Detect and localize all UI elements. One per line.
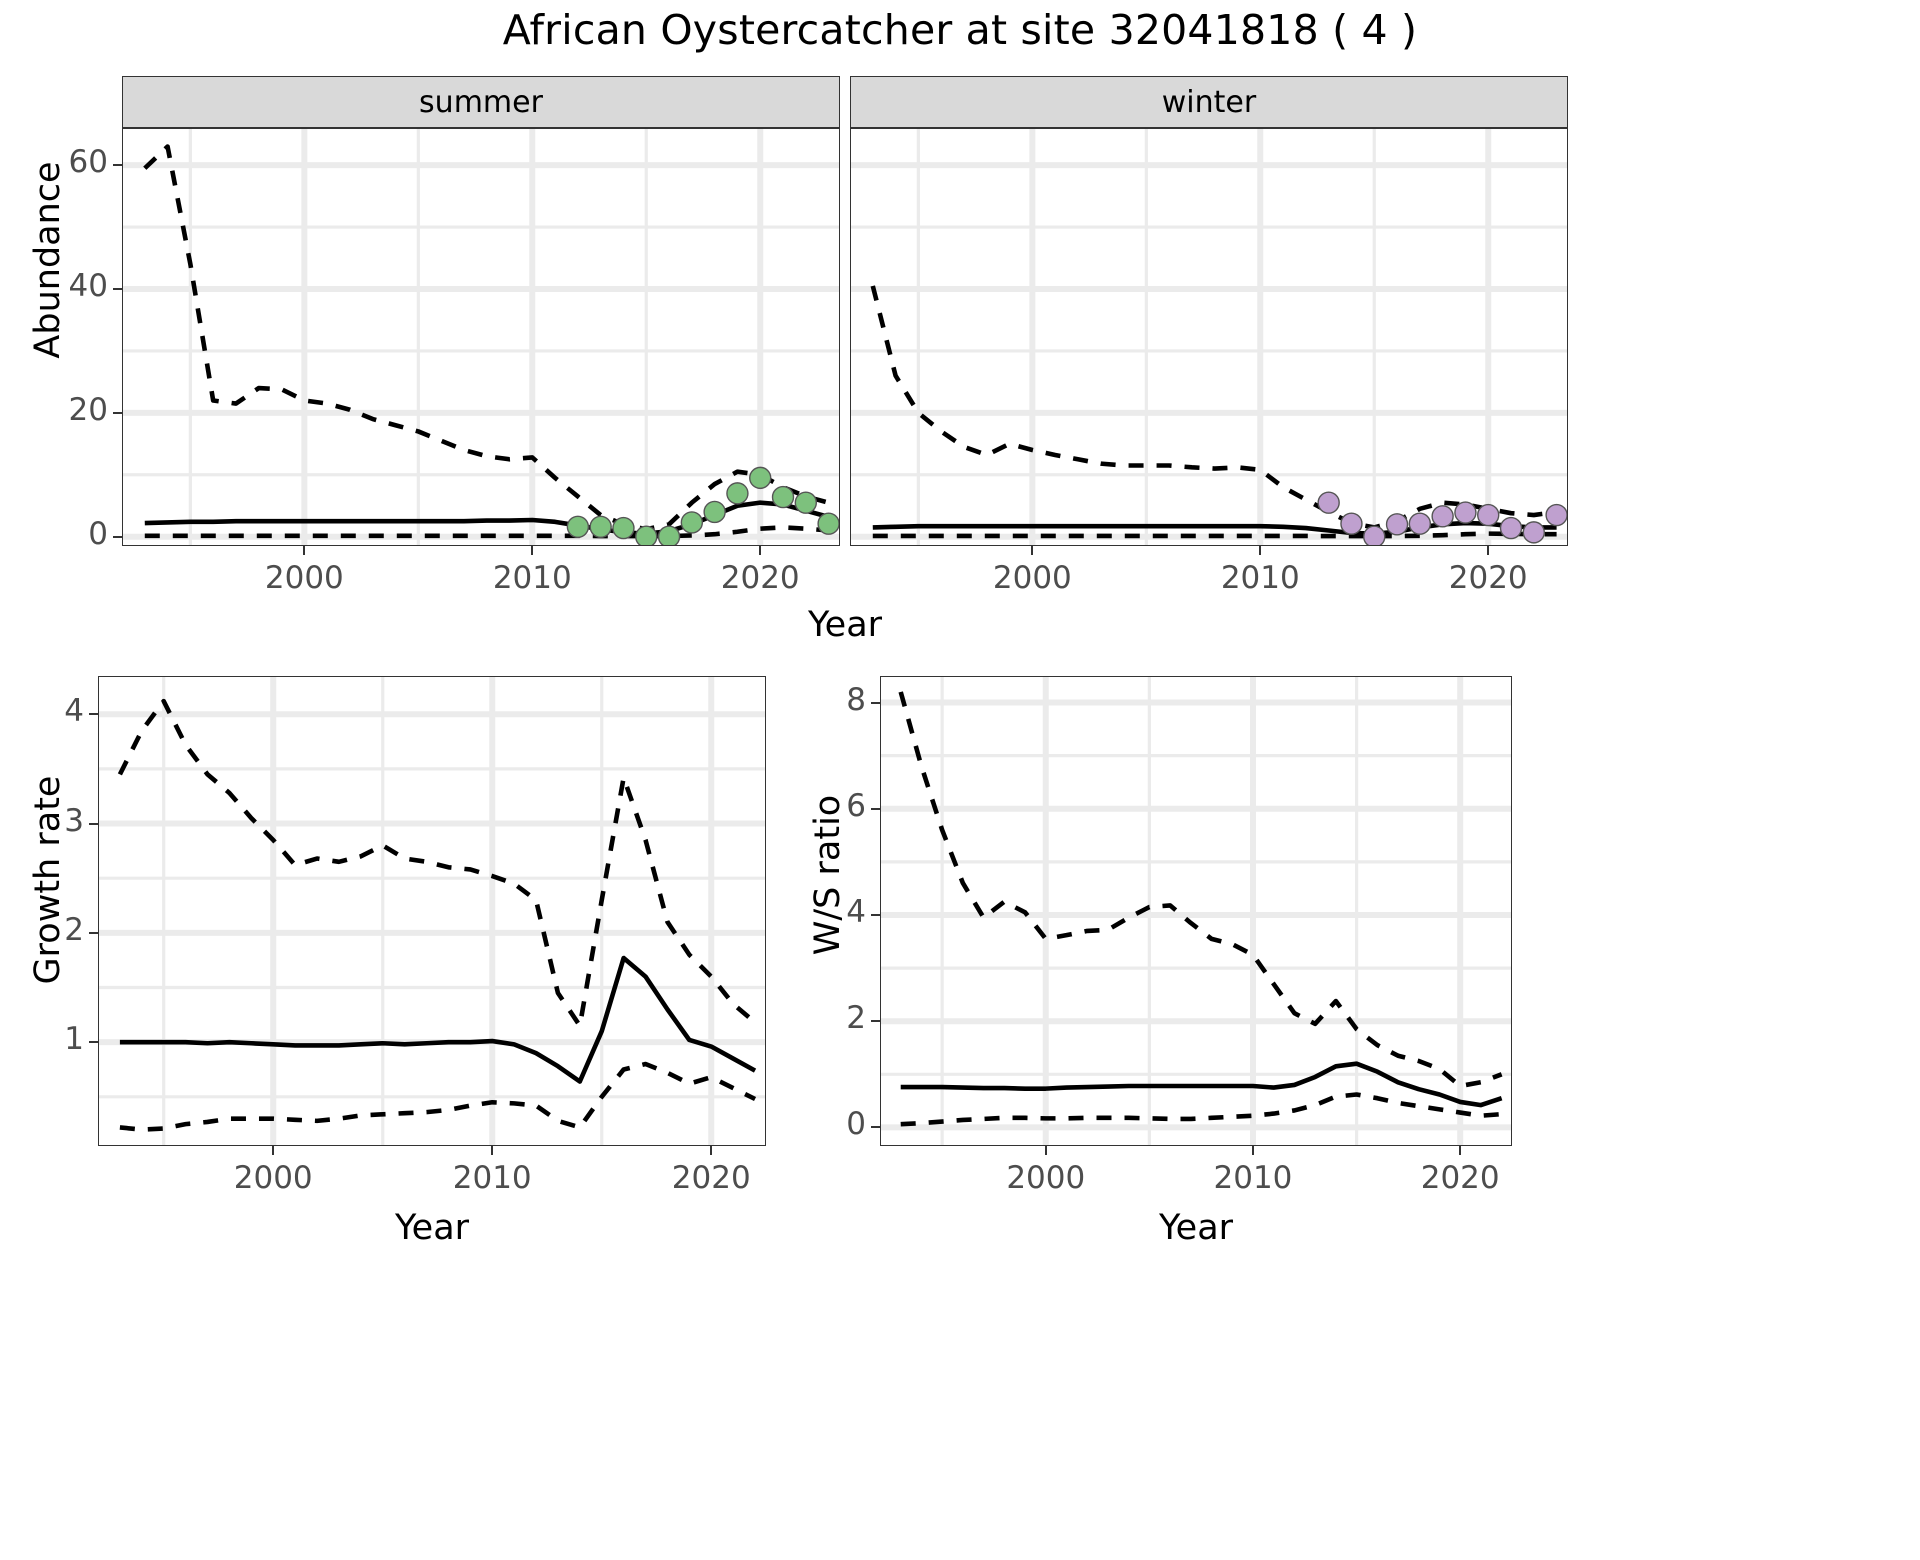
y-tickmark [871, 701, 880, 704]
panel-abundance-winter [850, 128, 1568, 546]
y-tickmark [89, 931, 98, 934]
axis-title-bottom-left-x: Year [394, 1208, 470, 1248]
panel-abundance-summer [122, 128, 840, 546]
y-tickmark [113, 164, 122, 167]
xtick-winter-2010: 2010 [1220, 560, 1300, 596]
ytick-abundance-40: 40 [68, 268, 108, 304]
ytick-abundance-60: 60 [68, 144, 108, 181]
x-tickmark [710, 1146, 713, 1155]
panel-ws-ratio [880, 676, 1512, 1146]
ytick-growth-4: 4 [64, 693, 84, 730]
facet-strip-winter: winter [850, 76, 1568, 128]
axis-title-bottom-right-x: Year [1158, 1208, 1234, 1248]
facet-strip-summer: summer [122, 76, 840, 128]
x-tickmark [1487, 546, 1490, 555]
facet-strip-summer-label: summer [419, 84, 543, 120]
y-tickmark [871, 913, 880, 916]
xtick-ratio-2020: 2020 [1420, 1160, 1500, 1196]
facet-strip-winter-label: winter [1161, 84, 1257, 120]
ytick-ratio-8: 8 [846, 681, 866, 718]
x-tickmark [1259, 546, 1262, 555]
ytick-growth-1: 1 [64, 1021, 84, 1058]
x-tickmark [1459, 1146, 1462, 1155]
panel-growth-rate [98, 676, 766, 1146]
xtick-summer-2020: 2020 [720, 560, 800, 596]
xtick-summer-2010: 2010 [492, 560, 572, 596]
ytick-growth-2: 2 [64, 911, 84, 948]
y-tickmark [871, 807, 880, 810]
y-tickmark [89, 822, 98, 825]
xtick-ratio-2000: 2000 [1006, 1160, 1086, 1196]
y-tickmark [871, 1126, 880, 1129]
x-tickmark [272, 1146, 275, 1155]
xtick-growth-2000: 2000 [233, 1160, 313, 1196]
page-title: African Oystercatcher at site 32041818 (… [502, 6, 1418, 54]
ytick-growth-3: 3 [64, 802, 84, 839]
x-tickmark [1251, 1146, 1254, 1155]
y-tickmark [871, 1020, 880, 1023]
ytick-ratio-4: 4 [846, 893, 866, 930]
xtick-winter-2020: 2020 [1448, 560, 1528, 596]
y-tickmark [113, 411, 122, 414]
x-tickmark [531, 546, 534, 555]
y-tickmark [113, 288, 122, 290]
axis-title-top-x: Year [807, 605, 883, 645]
xtick-ratio-2010: 2010 [1213, 1160, 1293, 1196]
x-tickmark [1031, 546, 1034, 555]
x-tickmark [303, 546, 306, 555]
xtick-winter-2000: 2000 [992, 560, 1072, 596]
ytick-ratio-6: 6 [846, 787, 866, 824]
ytick-abundance-20: 20 [68, 391, 108, 428]
ytick-ratio-2: 2 [846, 1000, 866, 1037]
ytick-abundance-0: 0 [88, 515, 108, 552]
x-tickmark [759, 546, 762, 555]
y-tickmark [113, 535, 122, 538]
x-tickmark [1044, 1146, 1047, 1155]
ytick-ratio-0: 0 [846, 1106, 866, 1143]
x-tickmark [491, 1146, 494, 1155]
xtick-growth-2020: 2020 [671, 1160, 751, 1196]
xtick-summer-2000: 2000 [264, 560, 344, 596]
y-tickmark [89, 713, 98, 716]
y-tickmark [89, 1041, 98, 1044]
xtick-growth-2010: 2010 [452, 1160, 532, 1196]
